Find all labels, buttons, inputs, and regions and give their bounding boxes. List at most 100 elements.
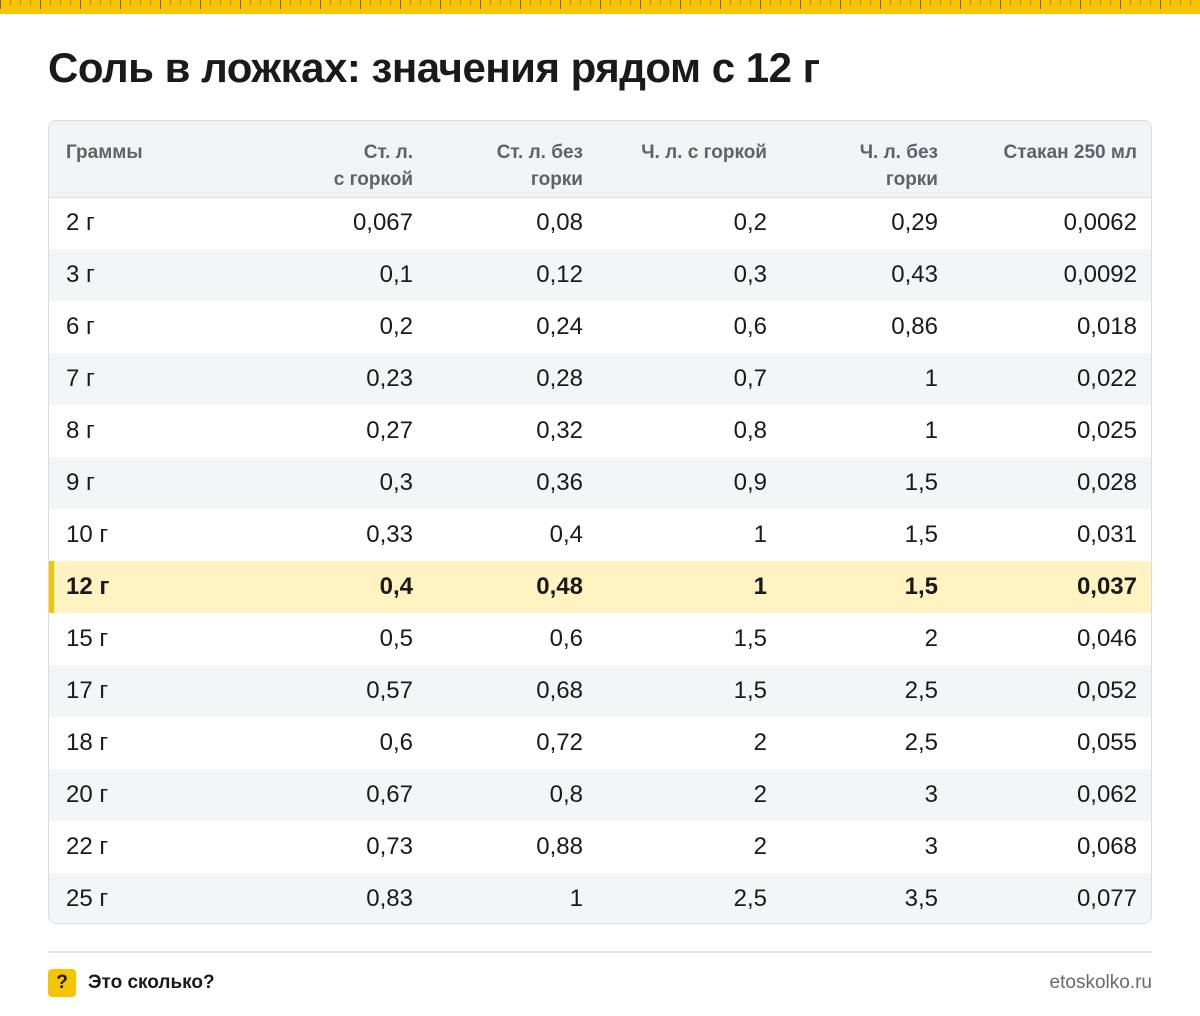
value-cell: 2,5 — [783, 665, 954, 717]
value-cell: 0,24 — [536, 313, 583, 340]
value-cell: 3 — [783, 769, 954, 821]
value-cell: 3 — [924, 833, 938, 860]
grams-cell: 12 г — [49, 561, 244, 613]
value-cell: 0,36 — [429, 457, 599, 509]
value-cell: 1 — [429, 873, 599, 923]
grams-cell: 18 г — [66, 729, 109, 756]
column-header-line: горки — [530, 169, 583, 190]
value-cell: 0,068 — [1076, 833, 1137, 860]
value-cell: 1 — [599, 561, 783, 613]
value-cell: 1 — [783, 353, 954, 405]
grams-cell: 2 г — [66, 209, 95, 237]
ruler-strip — [0, 0, 1200, 14]
footer-divider — [48, 951, 1152, 953]
table-row: 7 г 0,23 0,28 0,7 1 0,022 — [49, 353, 1151, 405]
value-cell: 0,12 — [429, 249, 599, 301]
value-cell: 1 — [753, 521, 767, 548]
value-cell: 0,037 — [954, 561, 1151, 613]
value-cell: 0,062 — [954, 769, 1151, 821]
column-header-line: Ч. л. с горкой — [641, 142, 767, 163]
value-cell: 0,43 — [783, 249, 954, 301]
value-cell: 0,9 — [599, 457, 783, 509]
value-cell: 0,27 — [366, 417, 413, 444]
value-cell: 0,3 — [244, 457, 429, 509]
value-cell: 0,067 — [352, 209, 413, 237]
grams-cell: 20 г — [49, 769, 244, 821]
value-cell: 0,86 — [891, 313, 938, 340]
table-row-highlighted: 12 г 0,4 0,48 1 1,5 0,037 — [49, 561, 1151, 613]
value-cell: 1,5 — [904, 521, 938, 548]
value-cell: 0,57 — [244, 665, 429, 717]
value-cell: 0,4 — [244, 561, 429, 613]
value-cell: 0,8 — [733, 417, 767, 444]
grams-cell: 7 г — [49, 353, 244, 405]
value-cell: 0,077 — [954, 873, 1151, 923]
value-cell: 0,33 — [366, 521, 413, 548]
table-body: 2 г 0,067 0,08 0,2 0,29 0,0062 3 г 0,1 0,12 0,3 0,… — [49, 197, 1151, 923]
column-header-line: Граммы — [66, 142, 143, 163]
conversion-table: Граммы Ст. л. с горкой Ст. л. без горки Ч. л.… — [49, 121, 1151, 923]
value-cell: 0,025 — [1076, 417, 1137, 444]
column-header-line: Ч. л. без — [859, 142, 938, 163]
column-header-line: горки — [885, 169, 938, 190]
column-header: Граммы — [49, 121, 244, 198]
column-header-line: с горкой — [333, 169, 413, 190]
value-cell: 0,2 — [379, 313, 413, 340]
column-header: Ч. л. без горки — [783, 121, 954, 198]
value-cell: 0,018 — [1076, 313, 1137, 340]
value-cell: 0,052 — [954, 665, 1151, 717]
value-cell: 0,0092 — [954, 249, 1151, 301]
value-cell: 1,5 — [733, 625, 767, 652]
value-cell: 0,6 — [549, 625, 583, 652]
site-url[interactable]: etoskolko.ru — [1049, 972, 1152, 993]
value-cell: 0,046 — [1076, 625, 1137, 652]
value-cell: 0,3 — [599, 249, 783, 301]
conversion-table-card: Граммы Ст. л. с горкой Ст. л. без горки Ч. л.… — [48, 120, 1152, 924]
value-cell: 0,28 — [429, 353, 599, 405]
value-cell: 0,6 — [379, 729, 413, 756]
value-cell: 0,031 — [1076, 521, 1137, 548]
value-cell: 2 — [753, 833, 767, 860]
value-cell: 2,5 — [904, 729, 938, 756]
column-header-line: Стакан 250 мл — [1003, 142, 1137, 163]
column-header: Ст. л. с горкой — [244, 121, 429, 198]
value-cell: 0,8 — [429, 769, 599, 821]
grams-cell: 22 г — [66, 833, 109, 860]
grams-cell: 8 г — [66, 417, 95, 444]
grams-cell: 3 г — [49, 249, 244, 301]
table-row: 2 г 0,067 0,08 0,2 0,29 0,0062 — [49, 197, 1151, 249]
value-cell: 0,23 — [244, 353, 429, 405]
column-header-line: Ст. л. без — [496, 142, 583, 163]
value-cell: 0,48 — [429, 561, 599, 613]
grams-cell: 6 г — [66, 313, 95, 340]
value-cell: 0,83 — [244, 873, 429, 923]
value-cell: 0,73 — [366, 833, 413, 860]
grams-cell: 25 г — [49, 873, 244, 923]
table-row: 10 г 0,33 0,4 1 1,5 0,031 — [49, 509, 1151, 561]
value-cell: 0,32 — [536, 417, 583, 444]
table-row: 9 г 0,3 0,36 0,9 1,5 0,028 — [49, 457, 1151, 509]
grams-cell: 9 г — [49, 457, 244, 509]
table-row: 22 г 0,73 0,88 2 3 0,068 — [49, 821, 1151, 873]
value-cell: 2 — [753, 729, 767, 756]
table-row: 3 г 0,1 0,12 0,3 0,43 0,0092 — [49, 249, 1151, 301]
value-cell: 2,5 — [599, 873, 783, 923]
value-cell: 0,6 — [733, 313, 767, 340]
value-cell: 0,7 — [599, 353, 783, 405]
value-cell: 3,5 — [783, 873, 954, 923]
value-cell: 0,0062 — [1063, 209, 1137, 237]
value-cell: 0,022 — [954, 353, 1151, 405]
value-cell: 0,028 — [954, 457, 1151, 509]
value-cell: 0,5 — [379, 625, 413, 652]
grams-cell: 17 г — [49, 665, 244, 717]
table-row: 8 г 0,27 0,32 0,8 1 0,025 — [49, 405, 1151, 457]
column-header: Ч. л. с горкой — [599, 121, 783, 198]
page-title: Соль в ложках: значения рядом с 12 г — [48, 44, 820, 91]
value-cell: 2 — [599, 769, 783, 821]
value-cell: 1 — [924, 417, 938, 444]
column-header-line: Ст. л. — [363, 142, 413, 163]
value-cell: 0,08 — [536, 209, 583, 237]
value-cell: 2 — [924, 625, 938, 652]
value-cell: 0,68 — [429, 665, 599, 717]
column-header: Ст. л. без горки — [429, 121, 599, 198]
